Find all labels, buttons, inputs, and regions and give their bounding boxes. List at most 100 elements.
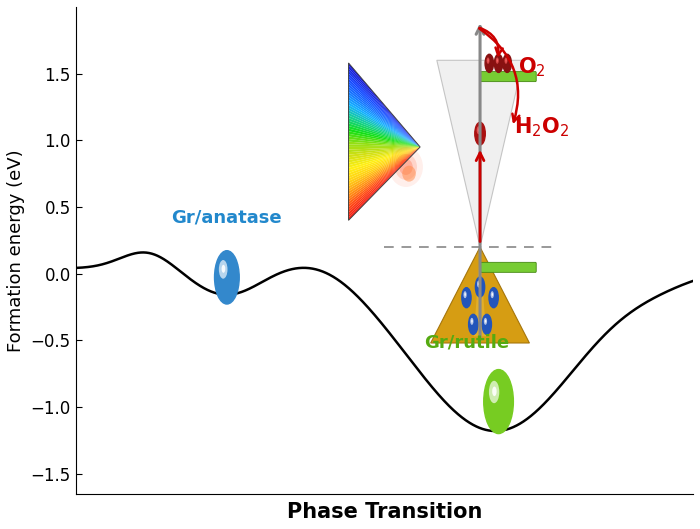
Polygon shape bbox=[349, 66, 420, 147]
Circle shape bbox=[471, 320, 472, 323]
Polygon shape bbox=[349, 147, 420, 202]
Circle shape bbox=[491, 293, 493, 296]
Circle shape bbox=[219, 260, 228, 279]
Circle shape bbox=[489, 381, 499, 403]
Polygon shape bbox=[430, 247, 529, 343]
Polygon shape bbox=[430, 247, 529, 343]
Circle shape bbox=[468, 314, 478, 334]
Polygon shape bbox=[349, 71, 420, 147]
Polygon shape bbox=[349, 92, 420, 147]
Polygon shape bbox=[349, 147, 420, 215]
Circle shape bbox=[222, 265, 225, 273]
Circle shape bbox=[497, 59, 498, 62]
Ellipse shape bbox=[395, 154, 417, 180]
Polygon shape bbox=[349, 147, 420, 162]
Polygon shape bbox=[430, 247, 529, 343]
Polygon shape bbox=[430, 247, 529, 343]
Polygon shape bbox=[349, 89, 420, 147]
Circle shape bbox=[485, 320, 486, 323]
Polygon shape bbox=[430, 247, 529, 343]
Polygon shape bbox=[349, 147, 420, 184]
Circle shape bbox=[478, 129, 480, 132]
Circle shape bbox=[496, 58, 499, 64]
Polygon shape bbox=[430, 247, 529, 343]
Polygon shape bbox=[349, 136, 420, 147]
Circle shape bbox=[503, 54, 512, 72]
Polygon shape bbox=[349, 147, 420, 189]
Circle shape bbox=[477, 126, 480, 134]
Polygon shape bbox=[349, 147, 420, 210]
Ellipse shape bbox=[399, 159, 413, 175]
Polygon shape bbox=[349, 147, 420, 218]
Polygon shape bbox=[349, 147, 420, 173]
Polygon shape bbox=[430, 247, 529, 343]
Polygon shape bbox=[349, 147, 420, 197]
Circle shape bbox=[482, 314, 491, 334]
Polygon shape bbox=[349, 131, 420, 147]
Polygon shape bbox=[430, 247, 529, 343]
Polygon shape bbox=[349, 147, 420, 150]
Polygon shape bbox=[349, 84, 420, 147]
Circle shape bbox=[491, 291, 494, 298]
FancyBboxPatch shape bbox=[481, 262, 536, 272]
Polygon shape bbox=[349, 139, 420, 147]
Ellipse shape bbox=[389, 147, 423, 187]
Circle shape bbox=[214, 251, 239, 304]
Polygon shape bbox=[349, 147, 420, 220]
Polygon shape bbox=[349, 147, 420, 160]
Polygon shape bbox=[349, 147, 420, 168]
Polygon shape bbox=[349, 147, 420, 186]
Circle shape bbox=[475, 122, 485, 145]
Polygon shape bbox=[349, 99, 420, 147]
Circle shape bbox=[463, 291, 467, 298]
Circle shape bbox=[489, 288, 498, 308]
Polygon shape bbox=[349, 81, 420, 147]
Polygon shape bbox=[349, 63, 420, 147]
Polygon shape bbox=[349, 147, 420, 181]
Circle shape bbox=[494, 54, 503, 72]
Polygon shape bbox=[430, 247, 529, 343]
Polygon shape bbox=[437, 60, 524, 247]
Polygon shape bbox=[349, 79, 420, 147]
Circle shape bbox=[477, 280, 480, 287]
Polygon shape bbox=[349, 147, 420, 191]
Circle shape bbox=[478, 282, 480, 285]
Polygon shape bbox=[349, 113, 420, 147]
Polygon shape bbox=[349, 102, 420, 147]
Polygon shape bbox=[349, 105, 420, 147]
Y-axis label: Formation energy (eV): Formation energy (eV) bbox=[7, 149, 25, 352]
X-axis label: Phase Transition: Phase Transition bbox=[286, 502, 482, 522]
Polygon shape bbox=[349, 144, 420, 147]
Polygon shape bbox=[349, 95, 420, 147]
Polygon shape bbox=[349, 147, 420, 213]
Polygon shape bbox=[349, 147, 420, 170]
Polygon shape bbox=[349, 147, 420, 158]
Circle shape bbox=[462, 288, 471, 308]
Polygon shape bbox=[349, 68, 420, 147]
Polygon shape bbox=[349, 121, 420, 147]
FancyBboxPatch shape bbox=[481, 71, 536, 81]
Circle shape bbox=[485, 54, 494, 72]
Polygon shape bbox=[349, 118, 420, 147]
Circle shape bbox=[484, 370, 513, 434]
Polygon shape bbox=[349, 97, 420, 147]
Polygon shape bbox=[349, 126, 420, 147]
Ellipse shape bbox=[402, 166, 416, 181]
Polygon shape bbox=[349, 147, 420, 152]
Polygon shape bbox=[349, 147, 420, 194]
Circle shape bbox=[484, 318, 487, 325]
Circle shape bbox=[492, 387, 496, 396]
Polygon shape bbox=[349, 147, 420, 205]
Polygon shape bbox=[474, 250, 486, 336]
Polygon shape bbox=[349, 147, 420, 207]
Circle shape bbox=[505, 58, 508, 64]
Circle shape bbox=[486, 58, 489, 64]
Polygon shape bbox=[349, 147, 420, 155]
Polygon shape bbox=[349, 147, 420, 176]
Polygon shape bbox=[349, 147, 420, 178]
Polygon shape bbox=[349, 76, 420, 147]
Text: H$_2$O$_2$: H$_2$O$_2$ bbox=[514, 115, 569, 139]
Polygon shape bbox=[430, 247, 529, 343]
Polygon shape bbox=[349, 142, 420, 147]
Text: Gr/anatase: Gr/anatase bbox=[172, 209, 282, 227]
